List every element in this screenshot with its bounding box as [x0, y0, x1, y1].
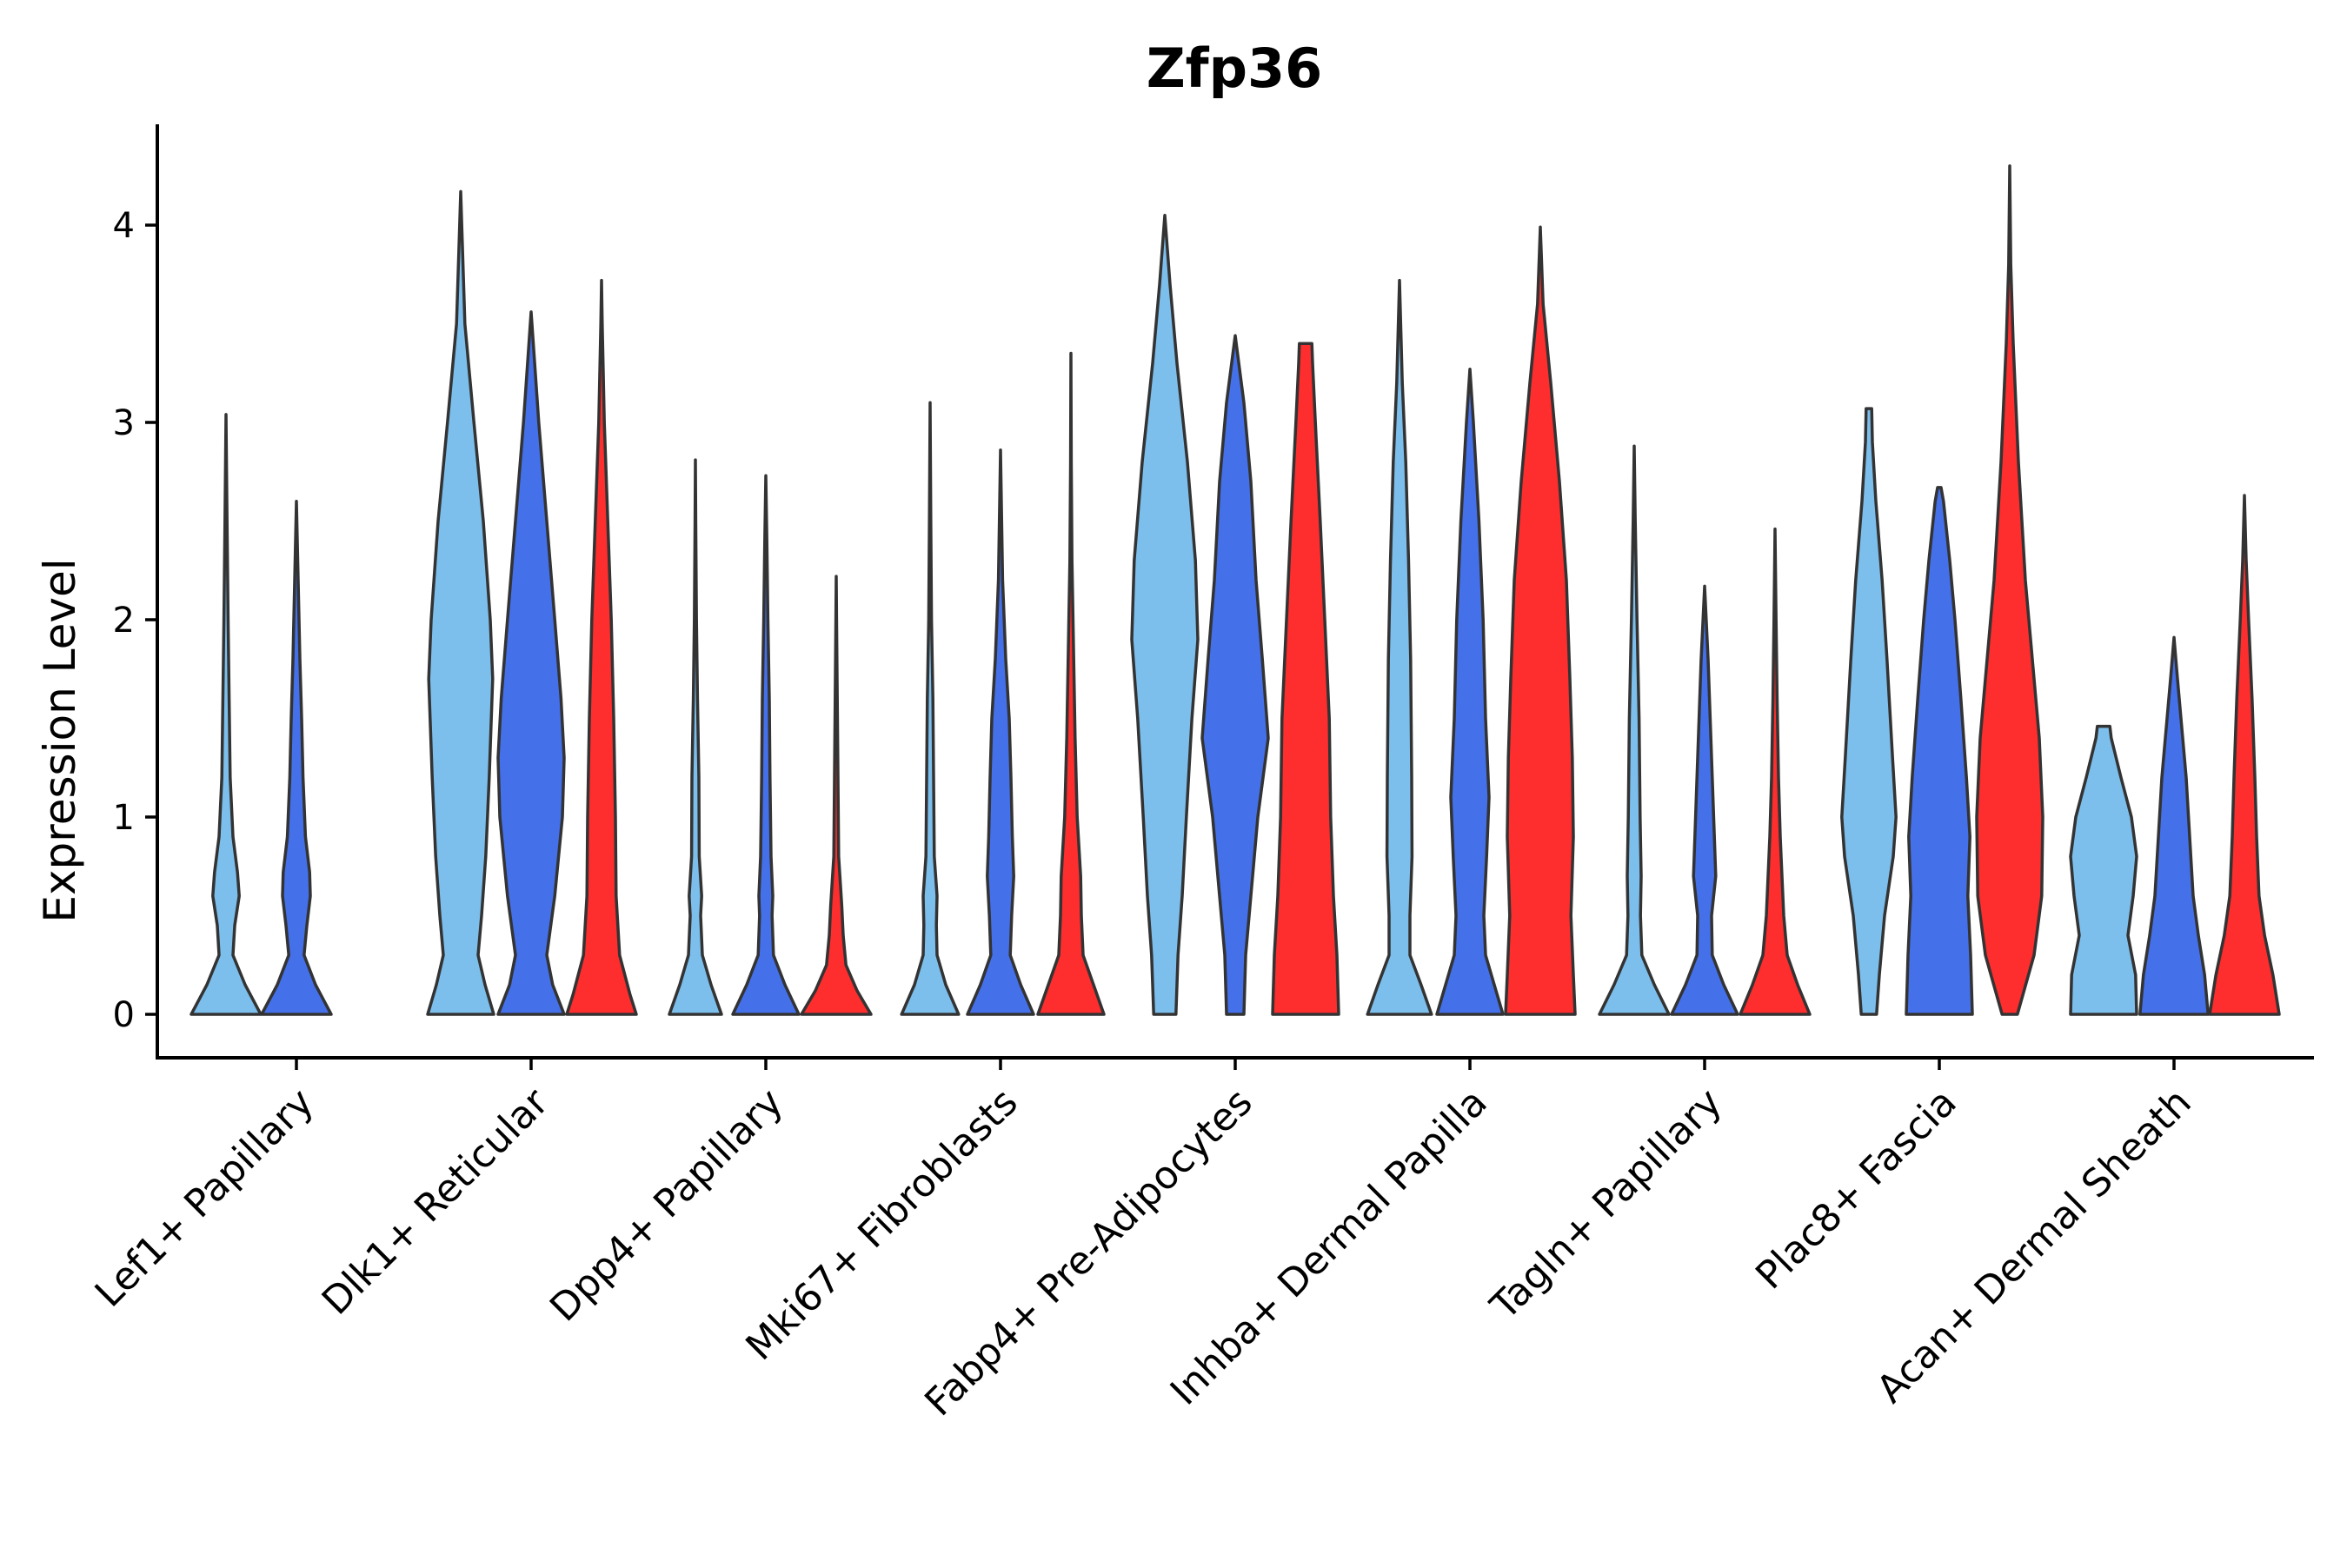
violin-inhba-dermal-papilla-group-2 [1435, 367, 1505, 1016]
violin-tagln-papillary-group-2 [1670, 584, 1739, 1016]
violin-mki67-fibroblasts-group-1 [900, 401, 961, 1016]
violin-fabp4-pre-adipocytes-group-3 [1271, 342, 1340, 1016]
violin-inhba-dermal-papilla-group-1 [1366, 278, 1433, 1016]
violin-lef1-papillary-group-1 [189, 413, 263, 1016]
y-axis-label: Expression Level [35, 558, 85, 922]
violin-dlk1-reticular-group-3 [565, 278, 638, 1016]
y-tick-label: 1 [113, 798, 135, 838]
violin-dlk1-reticular-group-2 [496, 310, 566, 1016]
series-group-1 [189, 189, 2138, 1016]
violin-inhba-dermal-papilla-group-3 [1504, 225, 1577, 1016]
chart-title: Zfp36 [1147, 37, 1323, 100]
violin-tagln-papillary-group-1 [1598, 444, 1671, 1016]
violin-lef1-papillary-group-2 [260, 500, 333, 1016]
violin-fabp4-pre-adipocytes-group-2 [1200, 334, 1270, 1016]
violin-dpp4-papillary-group-2 [731, 474, 801, 1016]
violin-dlk1-reticular-group-1 [426, 189, 495, 1016]
x-tick-label: Lef1+ Papillary [87, 1080, 322, 1316]
series-group-3 [565, 164, 2281, 1016]
x-tick-label: Plac8+ Fascia [1747, 1080, 1965, 1299]
y-tick-label: 3 [113, 403, 135, 443]
y-tick-label: 0 [113, 995, 135, 1035]
violin-dpp4-papillary-group-1 [668, 458, 723, 1016]
x-tick-label: Tagln+ Papillary [1482, 1080, 1731, 1329]
violin-mki67-fibroblasts-group-2 [966, 448, 1035, 1016]
violin-acan-dermal-sheath-group-1 [2069, 724, 2138, 1016]
violin-tagln-papillary-group-3 [1739, 527, 1812, 1016]
x-tick-label: Dpp4+ Papillary [542, 1080, 792, 1331]
y-ticks: 0 1 2 3 4 [113, 206, 157, 1035]
violin-acan-dermal-sheath-group-3 [2208, 494, 2281, 1016]
violin-plac8-fascia-group-1 [1840, 407, 1898, 1016]
violin-plac8-fascia-group-2 [1905, 486, 1974, 1016]
y-tick-label: 4 [113, 206, 135, 246]
violin-acan-dermal-sheath-group-2 [2138, 635, 2210, 1016]
violin-plac8-fascia-group-3 [1975, 164, 2044, 1016]
violins-layer [189, 164, 2281, 1016]
series-group-2 [260, 310, 2210, 1016]
y-tick-label: 2 [113, 601, 135, 641]
violin-mki67-fibroblasts-group-3 [1036, 351, 1106, 1016]
violin-dpp4-papillary-group-3 [800, 575, 873, 1016]
violin-fabp4-pre-adipocytes-group-1 [1130, 213, 1200, 1016]
x-tick-label: Dlk1+ Reticular [314, 1080, 558, 1324]
